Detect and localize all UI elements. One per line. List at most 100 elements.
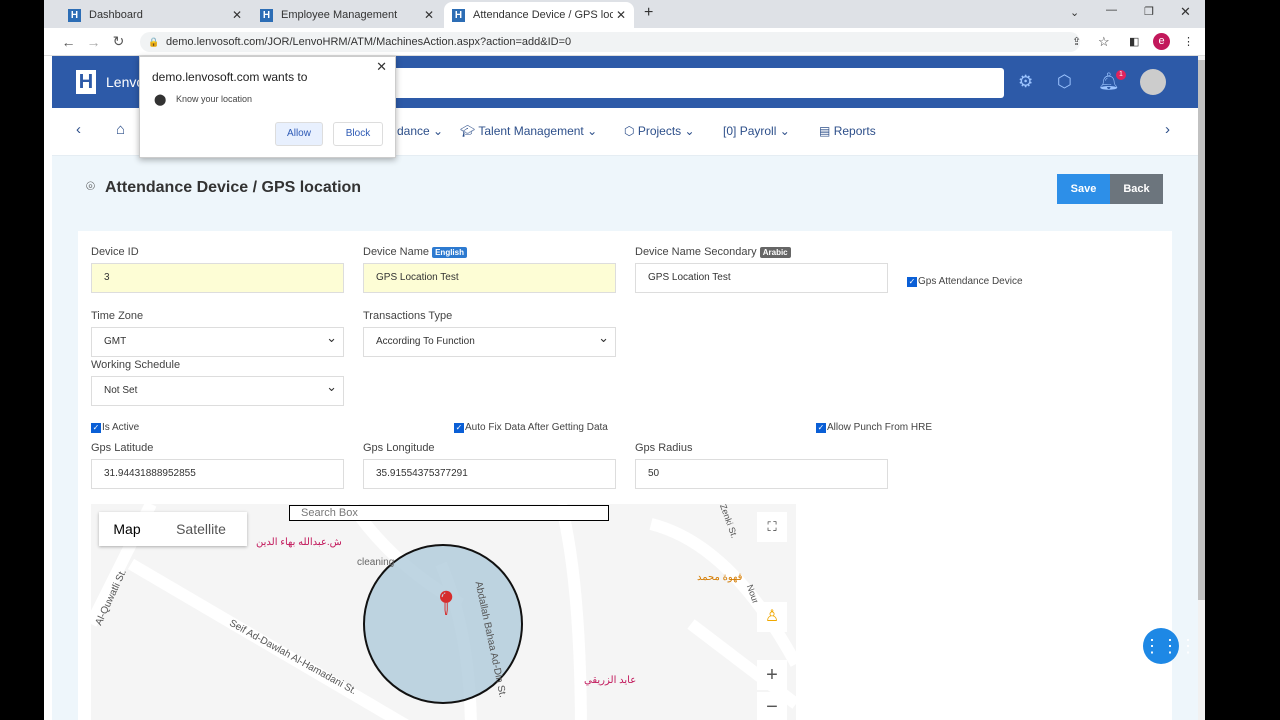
block-button[interactable]: Block (333, 122, 383, 146)
working-schedule-label: Working Schedule (91, 359, 181, 371)
scrollbar[interactable] (1198, 56, 1205, 720)
permission-request: Know your location (176, 94, 253, 104)
poi-label[interactable]: قهوة محمد (697, 572, 743, 583)
save-button[interactable]: Save (1057, 174, 1110, 204)
working-schedule-select[interactable]: Not Set (91, 373, 344, 406)
notification-badge: 1 (1116, 70, 1126, 80)
favicon: H (68, 8, 81, 22)
device-id-label: Device ID (91, 246, 139, 258)
auto-fix-checkbox[interactable]: ✓ Auto Fix Data After Getting Data (454, 422, 608, 433)
map-streets (91, 504, 796, 720)
gear-icon[interactable]: ⚙ (1018, 72, 1034, 91)
new-tab-button[interactable]: + (644, 4, 654, 21)
forward-icon[interactable]: → (86, 33, 101, 50)
menu-reports[interactable]: ▤ Reports (819, 124, 876, 138)
map-type-map[interactable]: Map (113, 521, 141, 537)
main-content: ⌾ Attendance Device / GPS location Save … (52, 156, 1198, 720)
allow-button[interactable]: Allow (275, 122, 323, 146)
map-search-box[interactable]: Search Box (289, 505, 609, 521)
allow-punch-hre-checkbox[interactable]: ✓ Allow Punch From HRE (816, 422, 933, 433)
cube-icon[interactable]: ⬡ (1057, 72, 1072, 91)
apps-grid-button[interactable]: ⋮⋮⋮ (1143, 628, 1197, 664)
menu-attendance[interactable]: dance ⌄ (397, 124, 444, 138)
sidepanel-icon[interactable]: ◧ (1129, 36, 1140, 48)
radius-circle (363, 544, 523, 704)
browser-window: H Dashboard ✕ H Employee Management ✕ H Atten… (44, 0, 1205, 720)
device-name-secondary-label: Device Name Secondary Arabic (635, 246, 791, 258)
restore-button[interactable]: ❐ (1144, 6, 1154, 18)
poi-label[interactable]: عايد الزريقي (584, 675, 637, 686)
time-zone-select[interactable]: GMT (91, 324, 344, 357)
menu-talent[interactable]: 🎓︎ Talent Management ⌄ (460, 124, 598, 138)
favicon: H (452, 8, 465, 22)
close-icon[interactable]: ✕ (376, 59, 387, 74)
is-active-checkbox[interactable]: ✓ Is Active (91, 422, 140, 433)
global-search-input[interactable] (392, 68, 1004, 98)
menu-payroll[interactable]: [0] Payroll ⌄ (723, 124, 790, 138)
map-type-satellite[interactable]: Satellite (176, 521, 226, 537)
profile-avatar[interactable]: e (1153, 33, 1170, 50)
kebab-menu-icon[interactable]: ⋮ (1183, 36, 1194, 48)
tab-search-icon[interactable]: ⌄ (1070, 7, 1080, 19)
device-name-input[interactable]: GPS Location Test (363, 263, 616, 293)
longitude-input[interactable]: 35.91554375377291 (363, 459, 616, 489)
back-button[interactable]: Back (1110, 174, 1163, 204)
logo: H (76, 70, 96, 94)
street-view-pegman-icon[interactable]: ♙ (757, 602, 787, 632)
brand-name: Lenvo (106, 74, 145, 90)
english-badge: English (432, 247, 467, 258)
home-icon[interactable]: ⌂ (116, 121, 126, 138)
longitude-label: Gps Longitude (363, 442, 435, 454)
share-icon[interactable]: ⇪ (1072, 36, 1082, 48)
latitude-input[interactable]: 31.94431888952855 (91, 459, 344, 489)
tab-dashboard[interactable]: H Dashboard ✕ (60, 2, 250, 28)
arabic-badge: Arabic (759, 247, 791, 258)
device-name-label: Device Name English (363, 246, 467, 258)
user-avatar[interactable] (1140, 69, 1166, 95)
bell-icon[interactable]: 🔔︎ (1098, 72, 1120, 91)
lock-icon: 🔒 (148, 37, 160, 47)
graduation-cap-icon: 🎓︎ (460, 124, 476, 138)
close-window-button[interactable]: ✕ (1180, 4, 1191, 19)
fullscreen-icon[interactable]: ⛶ (757, 512, 787, 542)
tab-label: Employee Management (281, 9, 398, 21)
zoom-out-button[interactable]: − (757, 692, 787, 720)
transactions-type-label: Transactions Type (363, 310, 453, 322)
map[interactable]: Seif Ad-Dawlah Al-Hamadani St. Abdallah … (91, 504, 796, 720)
tab-attendance[interactable]: H Attendance Device / GPS locatio✕ (444, 2, 634, 28)
reload-icon[interactable]: ↻ (112, 33, 125, 49)
page-title: Attendance Device / GPS location (105, 179, 362, 196)
time-zone-label: Time Zone (91, 310, 144, 322)
location-permission-popup: demo.lenvosoft.com wants to ✕ ⬤ Know you… (139, 56, 396, 158)
radius-label: Gps Radius (635, 442, 693, 454)
close-icon[interactable]: ✕ (615, 8, 626, 22)
transactions-type-select[interactable]: According To Function (363, 324, 616, 357)
back-icon[interactable]: ← (61, 33, 76, 50)
close-icon[interactable]: ✕ (423, 8, 434, 22)
url-text: demo.lenvosoft.com/JOR/LenvoHRM/ATM/Mach… (166, 36, 572, 48)
url-field[interactable]: 🔒 demo.lenvosoft.com/JOR/LenvoHRM/ATM/Mac… (140, 32, 1080, 52)
close-icon[interactable]: ✕ (231, 8, 242, 22)
latitude-label: Gps Latitude (91, 442, 154, 454)
star-icon[interactable]: ☆ (1098, 33, 1110, 49)
poi-label[interactable]: cleaning (357, 557, 395, 568)
device-name-secondary-input[interactable]: GPS Location Test (635, 263, 888, 293)
menu-prev-button[interactable]: ‹ (76, 121, 81, 138)
address-bar: ← → ↻ 🔒 demo.lenvosoft.com/JOR/LenvoHRM/A… (44, 28, 1205, 56)
document-icon: ▤ (819, 124, 831, 138)
menu-projects[interactable]: ⬡ Projects ⌄ (624, 124, 695, 138)
device-id-input[interactable]: 3 (91, 263, 344, 293)
poi-label[interactable]: ش.عبدالله بهاء الدين (256, 537, 342, 548)
tab-employee[interactable]: H Employee Management ✕ (252, 2, 442, 28)
device-form: Device ID 3 Device Name English GPS Loca… (78, 231, 1172, 720)
radius-input[interactable]: 50 (635, 459, 888, 489)
location-marker-icon[interactable]: 📍︎ (431, 590, 462, 617)
favicon: H (260, 8, 273, 22)
menu-next-button[interactable]: › (1165, 121, 1170, 138)
zoom-in-button[interactable]: + (757, 660, 787, 690)
minimize-button[interactable]: — (1106, 4, 1117, 16)
location-pin-icon: ⌾ (86, 178, 96, 195)
tab-strip: H Dashboard ✕ H Employee Management ✕ H Atten… (44, 0, 1205, 28)
location-pin-icon: ⬤ (154, 94, 167, 106)
gps-attendance-checkbox[interactable]: ✓ Gps Attendance Device (907, 276, 1023, 287)
